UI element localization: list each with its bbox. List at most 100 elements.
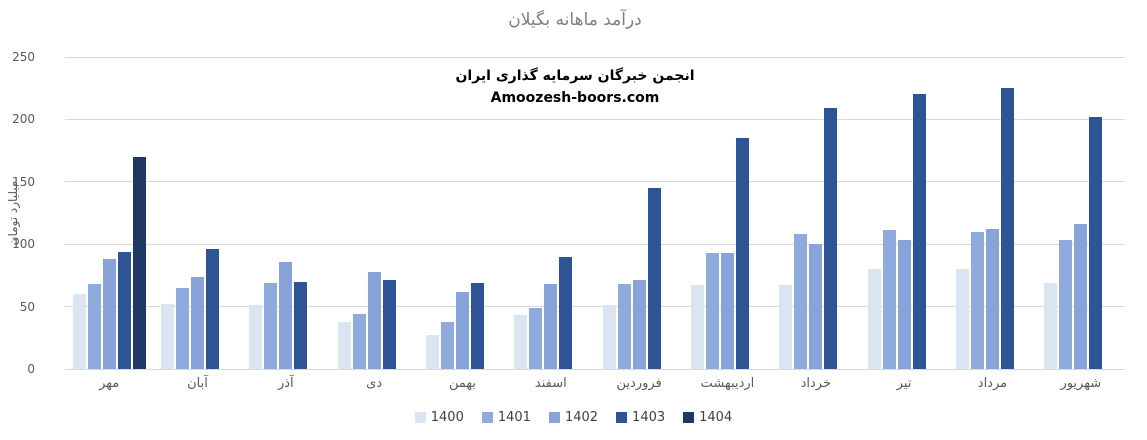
- bar-1403-7: [735, 138, 749, 369]
- legend: 1400 1401 1402 1403 1404: [0, 410, 1147, 425]
- x-tick-label-3: دی: [366, 376, 383, 391]
- bar-group-7: [683, 57, 771, 369]
- bar-1402-11: [1074, 224, 1088, 369]
- bar-group-6: [595, 57, 683, 369]
- bar-1403-8: [824, 108, 838, 369]
- bar-group-4: [418, 57, 506, 369]
- bar-1403-4: [470, 282, 484, 369]
- y-tick-label-150: 150: [12, 174, 35, 189]
- bar-slot: [882, 57, 896, 369]
- bar-1402-2: [279, 261, 293, 369]
- bar-1400-2: [249, 305, 263, 369]
- bar-slot: [735, 57, 749, 369]
- x-tick-label-0: مهر: [99, 376, 120, 391]
- bar-slot: [1044, 57, 1058, 369]
- bar-slot: [1000, 57, 1014, 369]
- bar-1401-0: [87, 284, 101, 369]
- bar-slot: [897, 57, 911, 369]
- bar-1402-6: [632, 280, 646, 369]
- legend-label: 1401: [497, 410, 531, 425]
- bar-slot: [824, 57, 838, 369]
- bar-slot: [455, 57, 469, 369]
- bar-slot: [117, 57, 131, 369]
- legend-label: 1403: [632, 410, 666, 425]
- bar-1402-1: [190, 276, 204, 369]
- bar-slot: [985, 57, 999, 369]
- y-tick-label-0: 0: [27, 362, 35, 376]
- legend-label: 1400: [430, 410, 464, 425]
- bar-slot: [1089, 57, 1103, 369]
- bar-slot: [398, 57, 411, 369]
- gridline-50: [65, 306, 1125, 308]
- bar-1401-1: [175, 287, 189, 369]
- gridline-200: [65, 118, 1125, 120]
- bar-slot: [809, 57, 823, 369]
- bar-1402-10: [985, 229, 999, 369]
- x-tick-label-8: خرداد: [800, 376, 831, 391]
- x-axis-labels: مهر آبان آذر دی بهمن اسفند فروردین اردیبهشت خردا…: [65, 376, 1125, 391]
- chart-title: درآمد ماهانه بگیلان: [508, 10, 642, 30]
- bar-slot: [382, 57, 396, 369]
- bar-1401-11: [1059, 240, 1073, 369]
- bar-1400-8: [779, 285, 793, 369]
- bar-1401-8: [794, 234, 808, 369]
- bar-slot: [705, 57, 719, 369]
- bar-1401-6: [617, 284, 631, 369]
- bar-slot: [751, 57, 764, 369]
- bar-slot: [632, 57, 646, 369]
- bar-slot: [205, 57, 219, 369]
- legend-item-1404: 1404: [683, 410, 732, 425]
- bar-1403-2: [294, 281, 308, 369]
- bar-1403-1: [205, 249, 219, 369]
- bar-slot: [955, 57, 969, 369]
- bar-slot: [779, 57, 793, 369]
- watermark-annotation: انجمن خبرگان سرمایه گذاری ایران Amoozesh…: [455, 66, 694, 109]
- bar-groups: [65, 57, 1125, 369]
- bar-slot: [544, 57, 558, 369]
- bar-group-1: [153, 57, 241, 369]
- bar-slot: [970, 57, 984, 369]
- bar-1403-3: [382, 280, 396, 369]
- bar-1404-0: [132, 156, 146, 369]
- bar-group-0: [65, 57, 153, 369]
- gridline-0: [65, 368, 1125, 370]
- x-tick-label-9: تیر: [896, 376, 912, 391]
- legend-item-1400: 1400: [414, 410, 464, 425]
- x-tick-label-5: اسفند: [534, 376, 567, 391]
- bar-slot: [647, 57, 661, 369]
- bar-1400-3: [337, 321, 351, 369]
- legend-swatch-icon: [683, 412, 695, 423]
- bar-slot: [1104, 57, 1117, 369]
- bar-group-2: [242, 57, 330, 369]
- legend-swatch-icon: [616, 412, 628, 423]
- bar-slot: [514, 57, 528, 369]
- x-tick-label-4: بهمن: [448, 376, 476, 391]
- legend-label: 1404: [699, 410, 733, 425]
- y-tick-label-250: 250: [12, 50, 35, 64]
- bar-slot: [352, 57, 366, 369]
- legend-swatch-icon: [548, 412, 560, 423]
- plot-area: 0 50 100 150 200 250: [12, 50, 1125, 376]
- gridline-250: [65, 56, 1125, 58]
- bar-slot: [440, 57, 454, 369]
- bar-1401-2: [264, 282, 278, 369]
- bar-1400-4: [425, 335, 439, 369]
- bar-1400-6: [602, 305, 616, 369]
- bar-slot: [559, 57, 573, 369]
- bar-group-11: [1037, 57, 1125, 369]
- bar-slot: [1074, 57, 1088, 369]
- bar-slot: [617, 57, 631, 369]
- bar-1402-5: [544, 284, 558, 369]
- bar-slot: [529, 57, 543, 369]
- y-tick-label-100: 100: [12, 237, 35, 252]
- bar-1400-7: [690, 285, 704, 369]
- x-tick-label-6: فروردین: [616, 376, 662, 391]
- bar-1402-7: [720, 252, 734, 369]
- y-tick-label-200: 200: [12, 112, 35, 127]
- bar-slot: [87, 57, 101, 369]
- bar-1400-10: [955, 269, 969, 369]
- x-tick-label-11: شهریور: [1060, 376, 1102, 391]
- bar-slot: [690, 57, 704, 369]
- bar-group-3: [330, 57, 418, 369]
